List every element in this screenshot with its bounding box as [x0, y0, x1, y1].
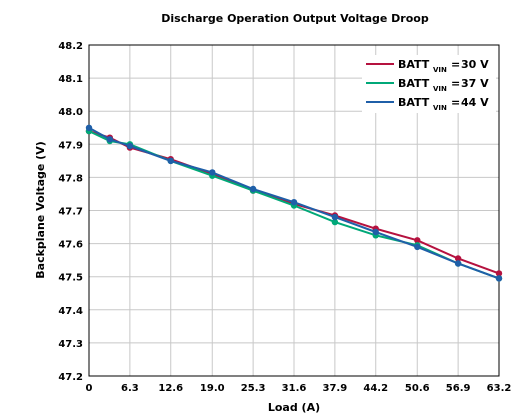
- x-axis: 0 6.3 12.6 19.0 25.3 31.6 37.9 44.2 50.6 56.9 63.2: [86, 383, 512, 394]
- legend-label: 30 V: [461, 58, 489, 71]
- x-tick-label: 37.9: [323, 383, 348, 394]
- y-axis-label: Backplane Voltage (V): [34, 141, 47, 278]
- legend-equals: =: [451, 77, 460, 90]
- data-point: [454, 260, 462, 267]
- x-tick-label: 56.9: [446, 383, 471, 394]
- legend-equals: =: [451, 58, 460, 71]
- series-line: [88, 130, 500, 280]
- data-point: [106, 136, 114, 143]
- data-point: [495, 270, 503, 277]
- x-tick-label: 0: [86, 383, 93, 394]
- data-point: [495, 275, 503, 282]
- x-tick-label: 6.3: [121, 383, 139, 394]
- legend-prefix: BATT: [398, 58, 430, 71]
- data-point: [290, 199, 298, 206]
- x-axis-label: Load (A): [268, 401, 320, 414]
- data-point: [85, 124, 93, 131]
- data-point: [167, 157, 174, 165]
- chart-title: Discharge Operation Output Voltage Droop: [161, 12, 429, 25]
- data-point: [454, 255, 462, 262]
- data-point: [331, 218, 339, 226]
- x-tick-label: 31.6: [282, 383, 307, 394]
- x-tick-label: 63.2: [487, 383, 512, 394]
- y-tick-label: 47.7: [58, 207, 83, 218]
- y-tick-label: 47.2: [58, 372, 83, 383]
- series-2: [85, 124, 503, 282]
- legend-subscript: VIN: [433, 66, 447, 74]
- legend-subscript: VIN: [433, 85, 447, 93]
- y-tick-label: 47.3: [58, 339, 83, 350]
- series-line: [88, 126, 500, 280]
- data-point: [372, 228, 379, 236]
- data-point: [414, 243, 421, 251]
- data-point: [249, 185, 257, 193]
- y-tick-label: 47.6: [58, 240, 83, 251]
- y-tick-label: 48.2: [58, 41, 83, 52]
- plot-area-frame: [88, 44, 500, 377]
- data-point: [414, 237, 421, 244]
- x-tick-label: 44.2: [363, 383, 388, 394]
- x-tick-label: 19.0: [200, 383, 225, 394]
- series-group: [85, 124, 503, 282]
- legend-item: BATT VIN = 30 V: [366, 58, 489, 74]
- y-tick-label: 47.8: [58, 173, 83, 184]
- x-tick-label: 50.6: [405, 383, 430, 394]
- legend-label: 44 V: [461, 96, 489, 109]
- legend-equals: =: [451, 96, 460, 109]
- data-point: [209, 169, 216, 176]
- legend-label: 37 V: [461, 77, 489, 90]
- x-tick-label: 25.3: [241, 383, 266, 394]
- legend-item: BATT VIN = 37 V: [366, 77, 489, 93]
- y-tick-label: 47.5: [58, 273, 83, 284]
- legend-prefix: BATT: [398, 96, 430, 109]
- data-point: [126, 142, 134, 150]
- data-point: [331, 213, 339, 221]
- y-tick-label: 48.0: [58, 107, 83, 118]
- x-tick-label: 12.6: [158, 383, 183, 394]
- y-tick-label: 47.4: [58, 306, 83, 317]
- legend-prefix: BATT: [398, 77, 430, 90]
- legend-item: BATT VIN = 44 V: [366, 96, 489, 112]
- legend-subscript: VIN: [433, 104, 447, 112]
- y-tick-label: 47.9: [58, 140, 83, 151]
- y-axis: 47.2 47.3 47.4 47.5 47.6 47.7 47.8 47.9 48.0 48.1…: [58, 41, 83, 383]
- y-tick-label: 48.1: [58, 74, 83, 85]
